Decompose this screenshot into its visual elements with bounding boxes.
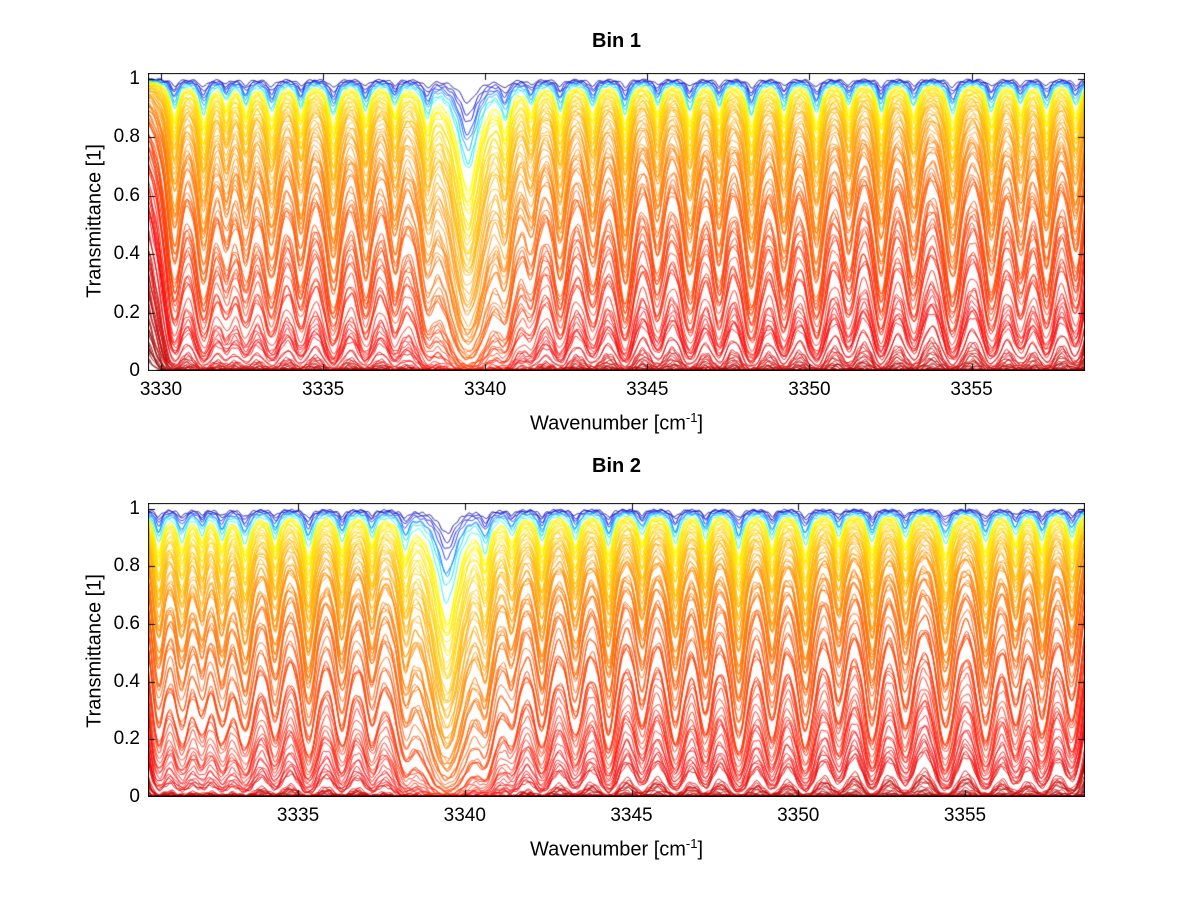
x-axis-label-close: ]	[697, 412, 704, 435]
x-axis-label-superscript: -1	[685, 836, 698, 851]
x-tick-label: 3340	[443, 805, 486, 826]
y-tick-label: 0.8	[113, 555, 140, 577]
y-tick-label: 0.4	[113, 243, 140, 265]
subplot-bin1: Bin 1 Transmittance [1] Wavenumber [cm-1…	[0, 0, 1200, 450]
x-tick-label: 3350	[788, 379, 831, 400]
y-tick-label: 0.2	[113, 301, 140, 323]
y-tick-label: 1	[129, 67, 140, 89]
x-axis-label: Wavenumber [cm-1]	[148, 836, 1085, 862]
y-tick-label: 0.2	[113, 728, 140, 750]
y-tick-label: 0	[129, 786, 140, 807]
y-tick-label: 0	[129, 360, 140, 381]
x-tick-label: 3335	[276, 805, 320, 826]
x-tick-label: 3330	[139, 379, 183, 400]
x-tick-label: 3355	[943, 805, 987, 826]
y-tick-label: 0.6	[113, 184, 140, 206]
y-axis-label: Transmittance [1]	[83, 144, 106, 298]
y-axis-label: Transmittance [1]	[83, 574, 106, 728]
x-axis-label: Wavenumber [cm-1]	[148, 410, 1085, 436]
plot-canvas	[148, 503, 1085, 797]
y-tick-label: 0.6	[113, 613, 140, 635]
x-axis-label-close: ]	[697, 838, 704, 861]
plot-canvas	[148, 73, 1085, 371]
plot-title: Bin 1	[592, 30, 641, 52]
x-axis-label-superscript: -1	[685, 410, 698, 425]
x-tick-label: 3345	[626, 379, 669, 400]
x-tick-label: 3350	[777, 805, 820, 826]
y-tick-label: 1	[129, 497, 140, 519]
x-tick-label: 3335	[301, 379, 345, 400]
y-tick-label: 0.4	[113, 670, 140, 692]
x-tick-label: 3340	[464, 379, 507, 400]
y-tick-label: 0.8	[113, 126, 140, 148]
x-axis-label-text: Wavenumber [cm	[529, 412, 686, 435]
x-tick-label: 3345	[610, 805, 653, 826]
plot-title: Bin 2	[592, 455, 641, 477]
x-tick-label: 3355	[950, 379, 993, 400]
subplot-bin2: Bin 2 Transmittance [1] Wavenumber [cm-1…	[0, 430, 1200, 901]
x-axis-label-text: Wavenumber [cm	[529, 838, 686, 861]
